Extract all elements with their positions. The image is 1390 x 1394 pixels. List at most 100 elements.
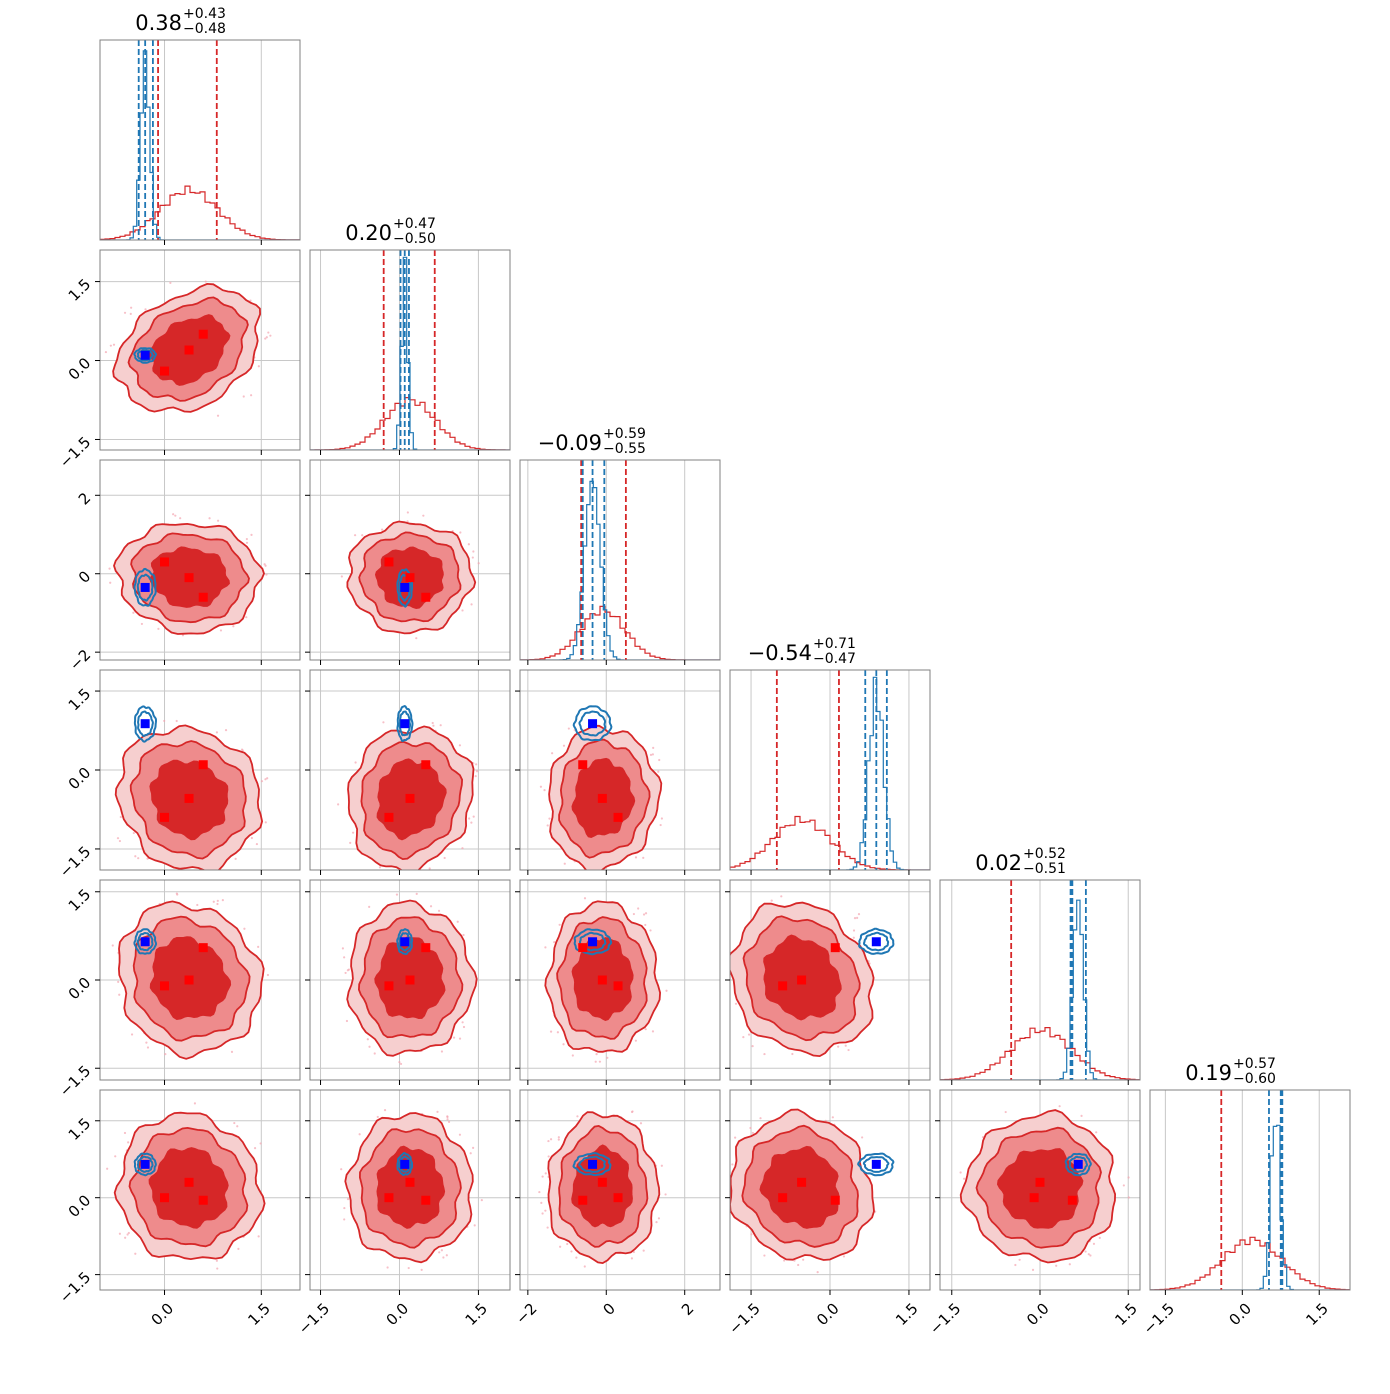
sample-point	[852, 936, 855, 939]
y-tick-label: 2	[75, 489, 94, 508]
blue-truth-marker	[140, 937, 150, 947]
sample-point	[129, 312, 132, 315]
sample-point	[130, 1033, 134, 1036]
blue-truth-marker	[1073, 1159, 1083, 1169]
sample-point	[216, 899, 219, 902]
sample-point	[461, 609, 464, 612]
y-tick-label: −1.5	[56, 433, 94, 471]
blue-truth-marker	[588, 937, 598, 947]
panel-content	[520, 1090, 720, 1290]
sample-point	[1127, 1196, 1130, 1199]
blue-contour-inner	[398, 1155, 411, 1173]
red-truth-marker	[797, 975, 807, 985]
sample-point	[422, 514, 425, 517]
sample-point	[436, 1110, 439, 1113]
sample-point	[118, 1232, 121, 1235]
sample-point	[847, 1048, 850, 1052]
sample-point	[157, 627, 160, 630]
panel-2-2: −0.09 +0.59−0.55	[519, 426, 721, 665]
red-truth-marker	[597, 975, 607, 985]
sample-point	[245, 537, 248, 541]
sample-point	[1122, 1184, 1125, 1187]
sample-point	[368, 1045, 371, 1048]
red-truth-marker	[160, 812, 170, 822]
panel-3-0: −1.5 0.0 1.5	[56, 669, 301, 881]
sample-point	[250, 533, 253, 536]
sample-point	[137, 857, 140, 860]
sample-point	[216, 519, 220, 522]
sample-point	[962, 1177, 966, 1180]
sample-point	[398, 1060, 401, 1064]
sample-point	[750, 1233, 753, 1236]
sample-point	[164, 1053, 167, 1056]
sample-point	[257, 1235, 260, 1238]
sample-point	[462, 933, 465, 937]
sample-point	[445, 1254, 448, 1257]
panel-content	[310, 880, 510, 1080]
panel-content	[520, 670, 720, 870]
sample-point	[420, 1268, 423, 1271]
red-truth-marker	[778, 1193, 788, 1203]
x-tick-label: 0.0	[1023, 1300, 1053, 1330]
sample-point	[639, 1122, 643, 1125]
sample-point	[109, 581, 112, 584]
x-tick-label: −1.5	[725, 1300, 763, 1338]
sample-point	[1058, 1105, 1061, 1108]
blue-truth-marker	[400, 1159, 410, 1169]
sample-point	[127, 1141, 130, 1144]
sample-point	[175, 892, 178, 895]
blue-truth-marker	[588, 719, 598, 729]
y-tick-label: −2	[66, 646, 94, 674]
blue-histogram	[520, 480, 720, 660]
sample-point	[440, 1050, 444, 1053]
sample-point	[480, 1199, 483, 1202]
sample-point	[253, 1147, 257, 1150]
sample-point	[595, 1053, 598, 1056]
sample-point	[440, 1249, 443, 1252]
panel-title-value: −0.09	[538, 431, 602, 455]
panel-title-plus: +0.43	[183, 6, 226, 22]
sample-point	[241, 749, 244, 752]
sample-point	[442, 1256, 445, 1259]
red-truth-marker	[578, 1195, 588, 1205]
sample-point	[571, 1054, 574, 1057]
sample-point	[665, 989, 668, 992]
panel-4-4: 0.02 +0.52−0.51	[939, 846, 1141, 1085]
sample-point	[446, 1118, 449, 1121]
blue-contour-inner	[398, 932, 411, 952]
sample-point	[341, 947, 344, 950]
red-truth-marker	[405, 1177, 415, 1187]
panel-3-1	[305, 669, 511, 875]
red-truth-marker	[830, 943, 840, 953]
sample-point	[118, 993, 121, 996]
panel-frame	[99, 459, 301, 661]
panel-content	[100, 460, 300, 660]
x-tick-label: 1.5	[462, 1300, 492, 1330]
sample-point	[109, 344, 112, 347]
sample-point	[649, 929, 652, 932]
sample-point	[269, 334, 272, 337]
panel-2-0: −2 0 2	[66, 459, 301, 674]
red-truth-marker	[184, 975, 194, 985]
x-tick-label: 0.0	[383, 1300, 413, 1330]
sample-point	[366, 1038, 369, 1041]
red-truth-marker	[384, 981, 394, 991]
sample-point	[539, 785, 543, 788]
sample-point	[642, 913, 646, 916]
blue-histogram	[100, 50, 300, 240]
panel-3-2	[515, 669, 721, 875]
sample-point	[837, 1045, 840, 1048]
sample-point	[381, 528, 384, 531]
sample-point	[353, 534, 357, 537]
red-truth-marker	[405, 793, 415, 803]
sample-point	[541, 1175, 544, 1178]
sample-point	[432, 724, 435, 727]
sample-point	[1087, 1253, 1090, 1256]
sample-point	[255, 842, 259, 846]
sample-point	[1089, 1254, 1092, 1257]
sample-point	[215, 1259, 218, 1262]
sample-point	[111, 944, 114, 947]
sample-point	[632, 912, 635, 916]
sample-point	[172, 513, 175, 516]
sample-point	[378, 866, 382, 869]
